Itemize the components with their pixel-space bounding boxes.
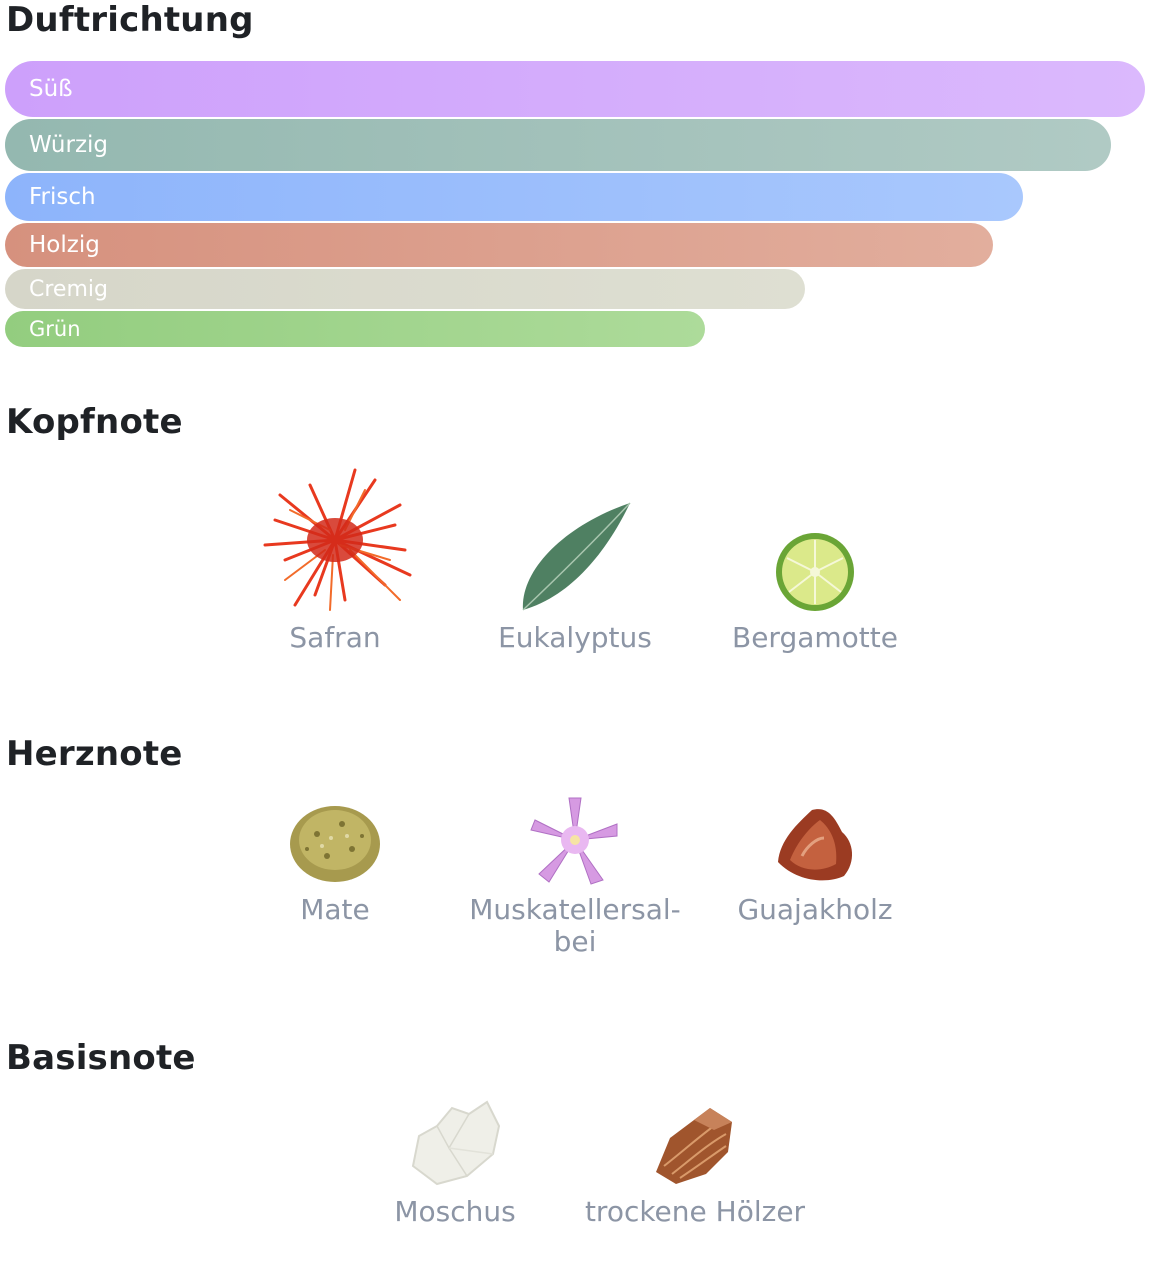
eucalyptus-leaf-icon xyxy=(522,502,631,611)
accord-bar-gruen: Grün xyxy=(5,311,705,347)
clary-sage-flower-icon xyxy=(530,797,618,885)
accord-label: Frisch xyxy=(29,184,96,210)
section-title-basisnote: Basisnote xyxy=(6,1038,196,1078)
note-label: Muskatellersal- xyxy=(469,893,681,926)
note-label-continued: bei xyxy=(553,925,597,958)
note-label: Guajakholz xyxy=(737,893,893,926)
accord-label: Süß xyxy=(29,76,73,102)
accord-bar-holzig: Holzig xyxy=(5,223,993,267)
note-label: trockene Hölzer xyxy=(584,1195,806,1228)
accord-label: Würzig xyxy=(29,132,109,158)
section-title-herznote: Herznote xyxy=(6,734,183,774)
section-title-kopfnote: Kopfnote xyxy=(6,402,183,442)
accord-label: Holzig xyxy=(29,232,100,258)
musk-crystal-icon xyxy=(411,1100,501,1186)
note-label: Safran xyxy=(289,621,381,654)
mate-icon xyxy=(290,806,380,882)
accord-bar-suess: Süß xyxy=(5,61,1145,117)
note-label: Eukalyptus xyxy=(498,621,652,654)
accord-label: Grün xyxy=(29,317,81,341)
accord-label: Cremig xyxy=(29,276,108,302)
note-label: Moschus xyxy=(394,1195,516,1228)
guaiac-wood-icon xyxy=(778,809,853,881)
note-label: Mate xyxy=(300,893,370,926)
accord-bar-frisch: Frisch xyxy=(5,173,1023,221)
saffron-icon xyxy=(263,468,412,611)
accord-bar-cremig: Cremig xyxy=(5,269,805,309)
bergamot-icon xyxy=(776,533,854,611)
section-title-duftrichtung: Duftrichtung xyxy=(6,0,254,40)
accord-bar-wuerzig: Würzig xyxy=(5,119,1111,171)
note-label: Bergamotte xyxy=(732,621,898,654)
dry-wood-icon xyxy=(656,1108,732,1184)
